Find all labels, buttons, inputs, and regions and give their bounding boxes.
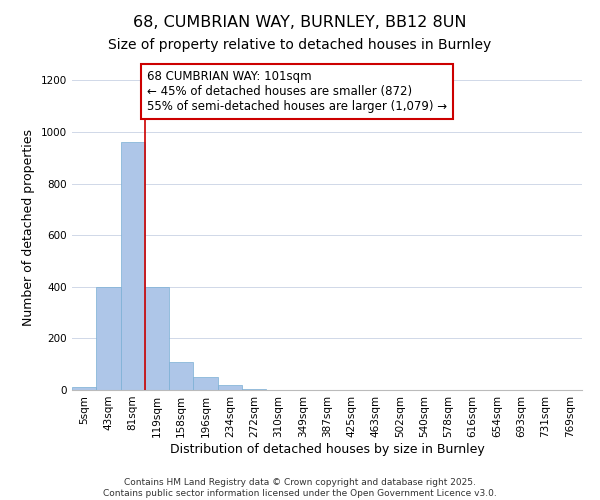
Text: Contains HM Land Registry data © Crown copyright and database right 2025.
Contai: Contains HM Land Registry data © Crown c… (103, 478, 497, 498)
Bar (121, 142, 145, 390)
Bar (242, 388, 266, 390)
Y-axis label: Number of detached properties: Number of detached properties (22, 129, 35, 326)
Bar (169, 362, 193, 390)
Bar (193, 377, 218, 390)
Text: 68 CUMBRIAN WAY: 101sqm
← 45% of detached houses are smaller (872)
55% of semi-d: 68 CUMBRIAN WAY: 101sqm ← 45% of detache… (147, 70, 448, 113)
Bar (72, 388, 96, 390)
Bar (218, 385, 242, 390)
Bar (145, 287, 169, 390)
Bar (96, 287, 121, 390)
Text: Size of property relative to detached houses in Burnley: Size of property relative to detached ho… (109, 38, 491, 52)
Text: 68, CUMBRIAN WAY, BURNLEY, BB12 8UN: 68, CUMBRIAN WAY, BURNLEY, BB12 8UN (133, 15, 467, 30)
X-axis label: Distribution of detached houses by size in Burnley: Distribution of detached houses by size … (170, 442, 484, 456)
